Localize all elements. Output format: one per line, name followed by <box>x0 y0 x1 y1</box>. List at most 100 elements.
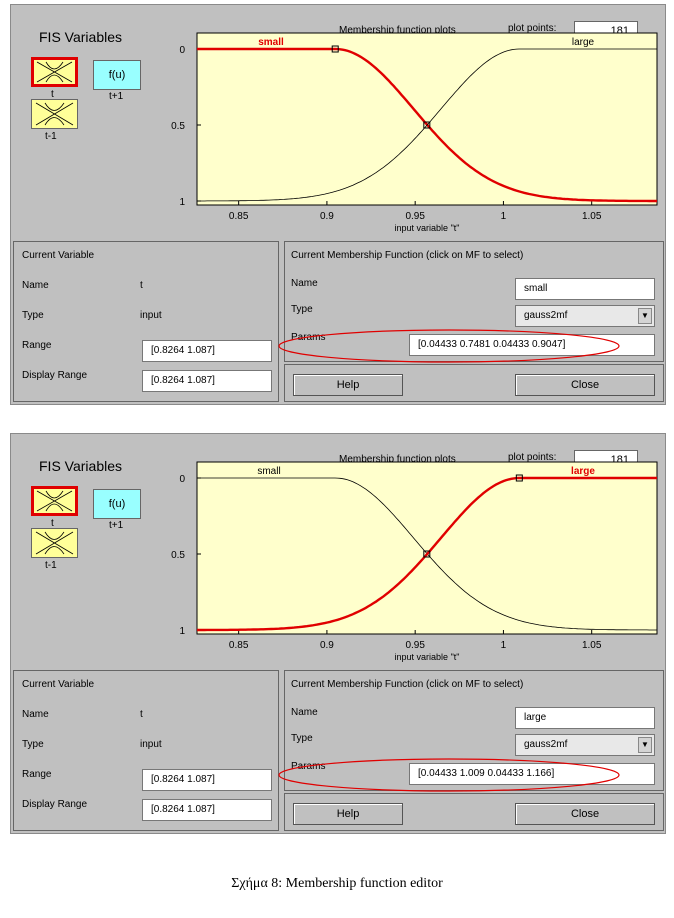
display-range-input[interactable]: [0.8264 1.087] <box>142 799 272 821</box>
current-variable-title: Current Variable <box>22 250 95 261</box>
mf-editor-panel-top: FIS Variables t f(u) t+1 t-1 Membership … <box>10 4 666 405</box>
close-button[interactable]: Close <box>515 803 655 825</box>
current-mf-section: Current Membership Function (click on MF… <box>278 241 664 363</box>
mf-name-input[interactable]: small <box>515 278 655 300</box>
intersection-marker <box>423 121 431 129</box>
mf-glyph-icon <box>35 102 74 126</box>
display-range-label: Display Range <box>22 799 88 810</box>
mf-label-small: small <box>258 37 284 48</box>
mf-type-value: gauss2mf <box>524 310 568 321</box>
intersection-marker <box>423 550 431 558</box>
x-tick-label: 0.9 <box>320 640 334 651</box>
mf-name-input[interactable]: large <box>515 707 655 729</box>
params-input[interactable]: [0.04433 1.009 0.04433 1.166] <box>409 763 655 785</box>
chevron-down-icon[interactable]: ▼ <box>638 737 652 753</box>
input-variable-label: t <box>51 89 54 100</box>
x-tick-label: 1 <box>501 211 507 222</box>
y-tick-label: 0.5 <box>171 121 185 132</box>
current-mf-title: Current Membership Function (click on MF… <box>291 679 524 690</box>
plot-title: Membership function plots <box>339 25 456 36</box>
mf-type-value: gauss2mf <box>524 739 568 750</box>
mf-name-label: Name <box>291 278 318 289</box>
range-label: Range <box>22 340 52 351</box>
x-tick-label: 0.95 <box>405 211 425 222</box>
system-sublabel: t+1 <box>109 520 124 531</box>
system-sublabel: t+1 <box>109 91 124 102</box>
x-axis-label: input variable "t" <box>395 223 460 233</box>
x-tick-label: 0.95 <box>405 640 425 651</box>
name-label: Name <box>22 709 49 720</box>
params-highlight-ellipse <box>278 329 620 363</box>
variable-type-value: input <box>140 310 162 321</box>
range-input[interactable]: [0.8264 1.087] <box>142 340 272 362</box>
variable-type-value: input <box>140 739 162 750</box>
mf-glyph-icon <box>35 531 74 555</box>
system-box[interactable]: f(u) <box>93 489 141 519</box>
system-box[interactable]: f(u) <box>93 60 141 90</box>
button-bar: Help Close <box>284 364 664 402</box>
y-tick-label: 0 <box>179 474 185 485</box>
output-variable-label: t-1 <box>45 560 57 571</box>
close-button[interactable]: Close <box>515 374 655 396</box>
figure-caption: Σχήμα 8: Membership function editor <box>231 876 443 891</box>
type-label: Type <box>22 310 44 321</box>
shoulder-marker <box>515 474 523 482</box>
mf-curve-large <box>197 476 657 632</box>
mf-name-label: Name <box>291 707 318 718</box>
current-variable-title: Current Variable <box>22 679 95 690</box>
x-tick-label: 1 <box>501 640 507 651</box>
y-tick-label: 0 <box>179 45 185 56</box>
display-range-label: Display Range <box>22 370 88 381</box>
x-tick-label: 0.85 <box>229 640 249 651</box>
input-variable-label: t <box>51 518 54 529</box>
x-tick-label: 1.05 <box>582 211 602 222</box>
mf-label-large: large <box>571 466 595 477</box>
plot-title: Membership function plots <box>339 454 456 465</box>
mf-type-label: Type <box>291 304 313 315</box>
display-range-input[interactable]: [0.8264 1.087] <box>142 370 272 392</box>
mf-label-large: large <box>572 37 595 48</box>
range-input[interactable]: [0.8264 1.087] <box>142 769 272 791</box>
plot-area <box>196 461 658 635</box>
input-variable-box[interactable] <box>31 57 78 87</box>
x-tick-label: 0.9 <box>320 211 334 222</box>
params-input[interactable]: [0.04433 0.7481 0.04433 0.9047] <box>409 334 655 356</box>
y-tick-label: 1 <box>179 626 185 637</box>
plot-points-label: plot points: <box>508 452 557 463</box>
mf-type-label: Type <box>291 733 313 744</box>
current-mf-title: Current Membership Function (click on MF… <box>291 250 524 261</box>
current-mf-section: Current Membership Function (click on MF… <box>278 670 664 792</box>
range-label: Range <box>22 769 52 780</box>
name-label: Name <box>22 280 49 291</box>
input-variable-box[interactable] <box>31 486 78 516</box>
output-variable-box[interactable] <box>31 528 78 558</box>
output-variable-label: t-1 <box>45 131 57 142</box>
mf-curve-large <box>197 48 657 202</box>
y-tick-label: 1 <box>179 197 185 208</box>
output-variable-box[interactable] <box>31 99 78 129</box>
mf-glyph-icon <box>36 490 73 512</box>
shoulder-marker <box>331 45 339 53</box>
mf-label-small: small <box>257 466 280 477</box>
button-bar: Help Close <box>284 793 664 831</box>
mf-editor-panel-bottom: FIS Variables t f(u) t+1 t-1 Membership … <box>10 433 666 834</box>
plot-points-label: plot points: <box>508 23 557 34</box>
x-axis-label: input variable "t" <box>395 652 460 662</box>
mf-type-select[interactable]: gauss2mf ▼ <box>515 305 655 327</box>
mf-plot[interactable]: 0 0.5 1 0.85 0.9 0.95 1 1.05 input variable "t" s… <box>11 5 667 241</box>
chevron-down-icon[interactable]: ▼ <box>638 308 652 324</box>
mf-type-select[interactable]: gauss2mf ▼ <box>515 734 655 756</box>
params-highlight-ellipse <box>278 758 620 792</box>
help-button[interactable]: Help <box>293 374 403 396</box>
fis-variables-title: FIS Variables <box>39 458 122 474</box>
mf-glyph-icon <box>36 61 73 83</box>
help-button[interactable]: Help <box>293 803 403 825</box>
plot-area <box>196 32 658 206</box>
mf-plot[interactable]: 0 0.5 1 0.85 0.9 0.95 1 1.05 input variable "t" s… <box>11 434 667 670</box>
x-tick-label: 1.05 <box>582 640 602 651</box>
mf-curve-small <box>197 47 657 203</box>
variable-name-value: t <box>140 280 143 291</box>
fis-variables-title: FIS Variables <box>39 29 122 45</box>
current-variable-section: Current Variable Name t Type input Range… <box>13 241 279 402</box>
current-variable-section: Current Variable Name t Type input Range… <box>13 670 279 831</box>
